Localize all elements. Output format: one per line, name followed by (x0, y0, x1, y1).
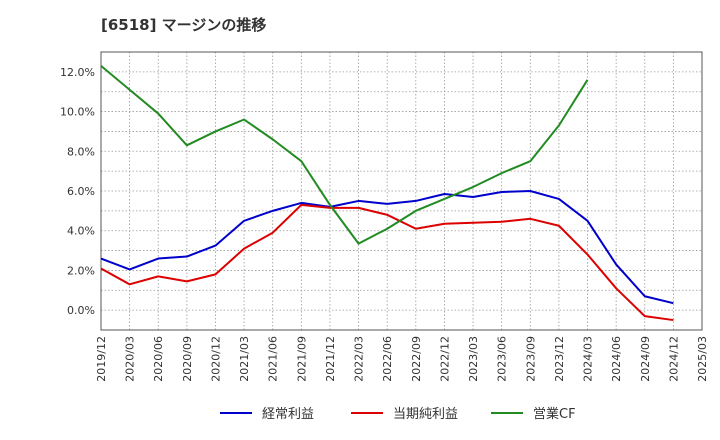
plot-area (101, 52, 702, 330)
y-tick-label: 6.0% (67, 185, 95, 198)
plot-frame (100, 51, 703, 331)
x-tick-label: 2021/09 (295, 336, 308, 382)
x-tick-label: 2020/06 (152, 336, 165, 382)
x-tick-label: 2022/09 (410, 336, 423, 382)
x-tick-label: 2020/03 (124, 336, 137, 382)
y-tick-label: 12.0% (60, 66, 95, 79)
x-tick-label: 2023/03 (467, 336, 480, 382)
x-tick-label: 2023/09 (524, 336, 537, 382)
x-tick-label: 2022/12 (438, 336, 451, 382)
series-line-2 (100, 203, 674, 322)
legend-label-1: 経常利益 (262, 407, 314, 422)
y-tick-label: 4.0% (67, 225, 95, 238)
x-tick-label: 2020/12 (209, 336, 222, 382)
chart-title: [6518] マージンの推移 (101, 16, 267, 34)
x-tick-label: 2024/06 (610, 336, 623, 382)
x-tick-label: 2024/03 (582, 336, 595, 382)
legend-label-2: 当期純利益 (393, 407, 458, 422)
x-tick-label: 2023/06 (496, 336, 509, 382)
x-tick-label: 2019/12 (95, 336, 108, 382)
series-line-1 (100, 190, 674, 305)
x-tick-label: 2022/06 (381, 336, 394, 382)
y-tick-label: 8.0% (67, 145, 95, 158)
series-line-3 (100, 65, 589, 245)
legend-label-3: 営業CF (533, 406, 576, 422)
y-tick-label: 10.0% (60, 106, 95, 119)
y-tick-label: 2.0% (67, 264, 95, 277)
x-tick-label: 2021/06 (267, 336, 280, 382)
x-tick-label: 2023/12 (553, 336, 566, 382)
y-tick-label: 0.0% (67, 304, 95, 317)
x-tick-label: 2020/09 (181, 336, 194, 382)
x-tick-label: 2024/12 (667, 336, 680, 382)
x-tick-label: 2021/03 (238, 336, 251, 382)
x-tick-label: 2022/03 (353, 336, 366, 382)
x-tick-label: 2021/12 (324, 336, 337, 382)
x-tick-label: 2025/03 (696, 336, 709, 382)
x-tick-label: 2024/09 (639, 336, 652, 382)
